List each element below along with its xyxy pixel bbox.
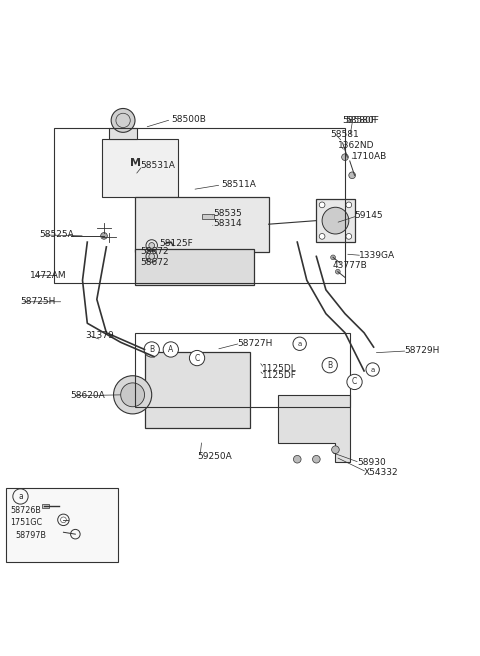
Text: X54332: X54332 <box>364 468 399 477</box>
Circle shape <box>163 342 179 357</box>
Text: 58672: 58672 <box>140 258 168 266</box>
Bar <box>316 199 355 242</box>
Text: 58620A: 58620A <box>71 391 105 400</box>
Bar <box>161 252 170 260</box>
Text: C: C <box>194 354 200 363</box>
Circle shape <box>336 270 340 274</box>
Text: M: M <box>130 158 141 169</box>
Bar <box>6 488 118 562</box>
Text: 58531A: 58531A <box>140 161 175 171</box>
Text: 58314: 58314 <box>214 218 242 228</box>
Bar <box>135 249 254 285</box>
Text: 1472AM: 1472AM <box>30 271 67 280</box>
Circle shape <box>319 202 325 208</box>
Bar <box>173 252 182 260</box>
Text: 1362ND: 1362ND <box>338 141 374 150</box>
Bar <box>54 127 345 283</box>
Bar <box>135 197 269 252</box>
Text: 58581: 58581 <box>331 131 360 139</box>
Circle shape <box>322 358 337 373</box>
Circle shape <box>111 108 135 133</box>
Circle shape <box>332 446 339 453</box>
Circle shape <box>149 254 155 259</box>
Text: 58672: 58672 <box>140 247 168 256</box>
Text: 58580F: 58580F <box>343 116 376 125</box>
Text: 58535: 58535 <box>214 209 242 218</box>
Bar <box>218 252 227 260</box>
Polygon shape <box>278 395 350 462</box>
Circle shape <box>322 207 349 234</box>
Text: 58729H: 58729H <box>405 346 440 356</box>
Circle shape <box>120 383 144 407</box>
Bar <box>102 140 178 197</box>
Bar <box>137 252 146 260</box>
Text: 1751GC: 1751GC <box>10 518 42 527</box>
Circle shape <box>312 455 320 463</box>
Text: 58580F: 58580F <box>345 116 379 125</box>
Text: B: B <box>327 361 332 370</box>
Text: A: A <box>168 345 173 354</box>
Text: 59145: 59145 <box>355 211 383 220</box>
Text: 1339GA: 1339GA <box>360 251 396 260</box>
Text: 58525A: 58525A <box>39 230 74 239</box>
Circle shape <box>349 172 356 178</box>
Text: 58930: 58930 <box>357 458 385 467</box>
Bar <box>144 352 250 428</box>
Text: 1125DF: 1125DF <box>262 371 296 380</box>
Bar <box>109 127 137 140</box>
Circle shape <box>319 234 325 239</box>
Circle shape <box>190 350 204 365</box>
Circle shape <box>342 154 348 161</box>
Text: 59250A: 59250A <box>197 453 232 461</box>
Bar <box>209 252 217 260</box>
Bar <box>202 215 214 219</box>
Text: a: a <box>371 367 375 373</box>
Circle shape <box>331 255 336 260</box>
Circle shape <box>346 202 352 208</box>
Circle shape <box>347 375 362 390</box>
Circle shape <box>114 376 152 414</box>
Text: B: B <box>149 345 154 354</box>
Circle shape <box>144 342 159 357</box>
Text: 58500B: 58500B <box>171 115 205 124</box>
Text: 58797B: 58797B <box>16 531 47 540</box>
Text: 58727H: 58727H <box>238 338 273 348</box>
Bar <box>135 333 350 407</box>
Circle shape <box>346 234 352 239</box>
Bar <box>185 252 194 260</box>
Text: 1125DL: 1125DL <box>262 364 296 373</box>
Text: C: C <box>352 377 357 386</box>
Text: 58726B: 58726B <box>10 506 41 515</box>
Bar <box>42 504 49 508</box>
Circle shape <box>293 455 301 463</box>
Text: 1710AB: 1710AB <box>352 152 387 161</box>
Circle shape <box>101 233 108 239</box>
Text: 43777B: 43777B <box>333 260 368 270</box>
Text: 58511A: 58511A <box>221 180 256 190</box>
Bar <box>149 252 158 260</box>
Text: 58725H: 58725H <box>21 297 56 306</box>
Circle shape <box>60 517 66 523</box>
Circle shape <box>149 243 155 249</box>
Text: 58125F: 58125F <box>159 239 192 248</box>
Bar <box>197 252 205 260</box>
Text: a: a <box>298 340 302 347</box>
Text: 31379: 31379 <box>85 331 114 340</box>
Text: a: a <box>18 492 23 501</box>
